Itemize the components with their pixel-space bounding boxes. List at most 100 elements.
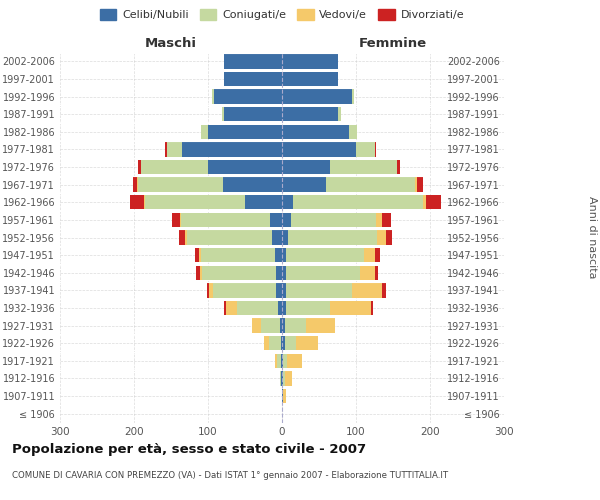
Bar (138, 178, 223, 192)
Text: Popolazione per età, sesso e stato civile - 2007: Popolazione per età, sesso e stato civil… (12, 442, 366, 456)
Bar (282, 142, 356, 156)
Bar (352, 283, 382, 298)
Bar (282, 107, 337, 122)
Bar (276, 266, 282, 280)
Bar (283, 371, 285, 386)
Bar (276, 283, 282, 298)
Bar (422, 195, 426, 210)
Bar (374, 266, 378, 280)
Bar (285, 318, 305, 333)
Bar (282, 301, 286, 315)
Text: Femmine: Femmine (359, 37, 427, 50)
Bar (305, 318, 335, 333)
Legend: Celibi/Nubili, Coniugati/e, Vedovi/e, Divorziati/e: Celibi/Nubili, Coniugati/e, Vedovi/e, Di… (95, 4, 469, 24)
Text: COMUNE DI CAVARIA CON PREMEZZO (VA) - Dati ISTAT 1° gennaio 2007 - Elaborazione : COMUNE DI CAVARIA CON PREMEZZO (VA) - Da… (12, 470, 448, 480)
Bar (415, 178, 416, 192)
Bar (187, 230, 272, 244)
Bar (282, 212, 291, 227)
Bar (165, 142, 167, 156)
Bar (224, 301, 226, 315)
Bar (282, 124, 349, 139)
Bar (293, 195, 422, 210)
Bar (275, 354, 277, 368)
Bar (291, 212, 376, 227)
Bar (180, 212, 181, 227)
Bar (282, 195, 293, 210)
Bar (224, 72, 282, 86)
Bar (223, 178, 282, 192)
Bar (337, 107, 341, 122)
Bar (199, 248, 200, 262)
Bar (140, 160, 142, 174)
Bar (282, 266, 286, 280)
Bar (224, 107, 282, 122)
Bar (374, 142, 375, 156)
Bar (377, 230, 386, 244)
Bar (426, 195, 441, 210)
Bar (386, 230, 392, 244)
Bar (143, 195, 145, 210)
Bar (226, 301, 237, 315)
Bar (179, 230, 185, 244)
Bar (282, 54, 337, 68)
Bar (185, 230, 187, 244)
Bar (245, 195, 282, 210)
Bar (286, 266, 360, 280)
Bar (382, 212, 391, 227)
Bar (360, 266, 374, 280)
Bar (282, 230, 288, 244)
Bar (237, 301, 278, 315)
Bar (224, 54, 282, 68)
Bar (286, 248, 364, 262)
Bar (172, 212, 180, 227)
Bar (182, 142, 282, 156)
Bar (133, 178, 137, 192)
Bar (287, 354, 302, 368)
Bar (416, 178, 422, 192)
Bar (281, 354, 282, 368)
Bar (142, 160, 208, 174)
Bar (330, 301, 371, 315)
Bar (282, 389, 283, 404)
Bar (263, 336, 269, 350)
Bar (352, 90, 354, 104)
Bar (282, 160, 330, 174)
Bar (209, 283, 213, 298)
Bar (200, 266, 202, 280)
Bar (349, 124, 358, 139)
Bar (280, 318, 282, 333)
Bar (282, 283, 286, 298)
Bar (181, 212, 270, 227)
Bar (207, 283, 209, 298)
Bar (282, 336, 285, 350)
Bar (282, 354, 283, 368)
Bar (356, 142, 374, 156)
Bar (280, 371, 281, 386)
Bar (376, 212, 382, 227)
Bar (285, 371, 292, 386)
Bar (278, 301, 282, 315)
Bar (214, 90, 282, 104)
Bar (286, 283, 352, 298)
Bar (145, 195, 245, 210)
Bar (296, 336, 318, 350)
Bar (282, 371, 283, 386)
Bar (202, 266, 276, 280)
Bar (286, 301, 330, 315)
Bar (281, 371, 282, 386)
Text: Maschi: Maschi (145, 37, 197, 50)
Bar (253, 318, 261, 333)
Bar (285, 336, 296, 350)
Bar (167, 142, 182, 156)
Bar (281, 336, 282, 350)
Bar (288, 230, 377, 244)
Bar (196, 266, 200, 280)
Bar (277, 354, 281, 368)
Bar (261, 318, 280, 333)
Bar (371, 301, 373, 315)
Bar (200, 248, 275, 262)
Bar (222, 107, 224, 122)
Bar (282, 248, 286, 262)
Bar (269, 336, 281, 350)
Bar (194, 248, 199, 262)
